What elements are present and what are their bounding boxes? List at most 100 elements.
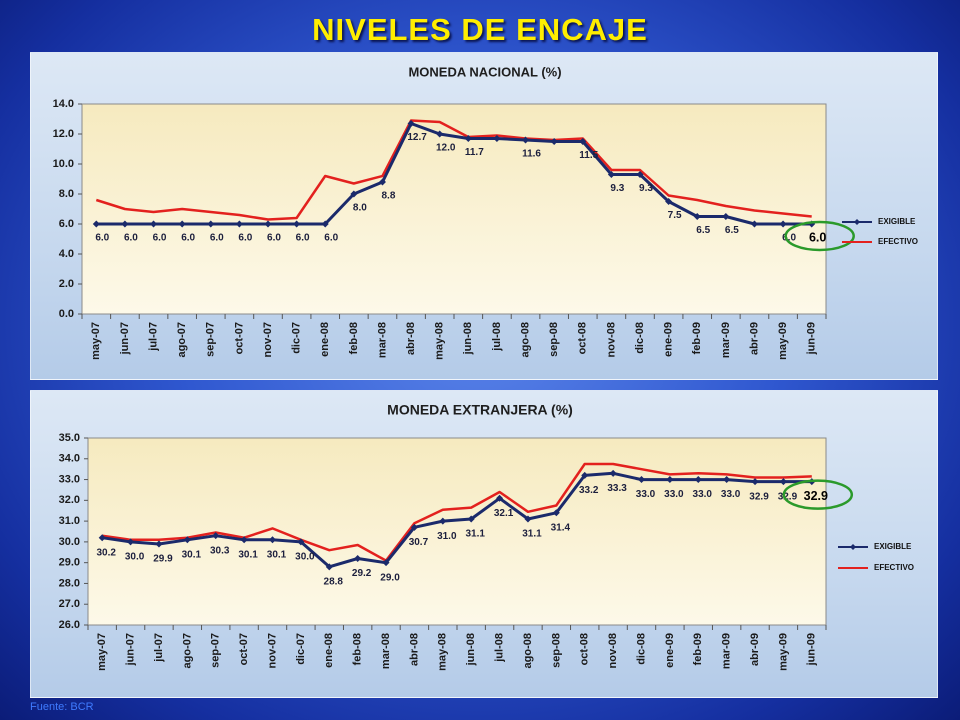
x-tick-label: may-08: [434, 322, 446, 360]
data-label: 32.1: [494, 508, 514, 519]
data-label: 6.0: [324, 233, 338, 244]
x-tick-label: sep-07: [210, 633, 222, 668]
chart-moneda-nacional: MONEDA NACIONAL (%) 0.0 2.0 4.0 6.0 8.0 10.0 12…: [53, 64, 918, 360]
data-label: 30.0: [295, 552, 315, 563]
x-tick-label: may-07: [90, 322, 102, 360]
x-tick-label: feb-09: [691, 322, 703, 354]
data-point-marker: [722, 213, 730, 220]
data-label: 32.9: [749, 491, 769, 502]
data-label: 33.2: [579, 485, 599, 496]
data-point-marker: [666, 476, 674, 484]
data-point-marker: [694, 476, 702, 484]
data-label: 8.0: [353, 203, 367, 214]
data-point-marker: [779, 220, 787, 228]
x-tick-label: abr-09: [748, 322, 760, 355]
plot-area: [87, 437, 827, 626]
data-label: 29.9: [153, 554, 173, 565]
y-tick-label: 29.0: [59, 557, 80, 569]
x-tick-label: nov-08: [605, 322, 617, 357]
y-tick-label: 2.0: [59, 278, 74, 290]
data-point-marker: [264, 220, 272, 228]
x-tick-label: dic-07: [291, 322, 303, 354]
data-label: 30.1: [182, 549, 202, 560]
x-tick-label: dic-08: [634, 322, 646, 354]
x-tick-label: sep-08: [548, 322, 560, 357]
x-tick-label: ene-08: [319, 322, 331, 357]
data-label: 33.0: [664, 489, 684, 500]
x-tick-label: oct-08: [579, 633, 591, 665]
x-tick-label: jul-07: [147, 322, 159, 352]
x-tick-label: jun-08: [465, 633, 477, 666]
data-point-marker: [240, 536, 248, 544]
data-label: 8.8: [382, 191, 396, 202]
data-label: 33.3: [607, 483, 627, 494]
series-line-efectivo: [102, 462, 812, 562]
chart-panel-moneda-nacional: MONEDA NACIONAL (%) 0.0 2.0 4.0 6.0 8.0 10.0 12…: [30, 52, 938, 380]
data-label: 30.2: [96, 547, 116, 558]
data-label: 30.1: [267, 549, 287, 560]
highlight-ring: [782, 479, 854, 510]
data-label: 6.0: [267, 233, 281, 244]
y-tick-label: 12.0: [53, 128, 74, 140]
data-point-marker: [98, 534, 106, 542]
plot-area: [81, 103, 827, 315]
x-tick-label: jun-08: [462, 322, 474, 355]
y-tick-label: 8.0: [59, 188, 74, 200]
y-tick-label: 33.0: [59, 473, 80, 485]
data-point-marker: [410, 523, 418, 531]
data-point-marker: [665, 198, 673, 205]
data-point-marker: [297, 538, 305, 546]
x-tick-label: jun-07: [124, 633, 136, 666]
x-tick-label: jul-07: [153, 633, 165, 663]
data-label: 31.1: [522, 529, 542, 540]
data-label: 31.1: [465, 529, 485, 540]
data-point-marker: [293, 220, 301, 228]
data-point-marker: [207, 220, 215, 228]
data-point-marker: [638, 476, 645, 484]
y-tick-label: 26.0: [59, 619, 80, 631]
x-tick-label: ago-07: [176, 322, 188, 357]
data-point-marker: [436, 130, 444, 138]
y-tick-label: 35.0: [59, 432, 80, 444]
y-tick-label: 34.0: [59, 453, 80, 465]
legend-label-exigible: EXIGIBLE: [874, 542, 912, 551]
highlighted-data-label: 32.9: [804, 489, 828, 503]
data-point-marker: [693, 213, 701, 220]
data-label: 6.0: [210, 233, 224, 244]
data-label: 6.0: [296, 233, 310, 244]
data-point-marker: [378, 178, 386, 186]
data-point-marker: [235, 220, 243, 228]
x-tick-label: oct-07: [233, 322, 245, 354]
x-tick-label: may-08: [437, 633, 449, 671]
data-point-marker: [636, 171, 644, 178]
data-point-marker: [750, 220, 758, 228]
data-label: 33.0: [636, 489, 656, 500]
series-line-exigible: [101, 471, 812, 569]
data-point-marker: [779, 478, 787, 486]
data-label: 9.3: [639, 183, 653, 194]
data-point-marker: [269, 536, 276, 544]
slide-title: NIVELES DE ENCAJE: [312, 12, 648, 47]
y-tick-label: 0.0: [59, 308, 74, 320]
legend-label-exigible: EXIGIBLE: [878, 217, 916, 226]
data-point-marker: [524, 515, 532, 523]
data-point-marker: [607, 171, 615, 178]
data-label: 12.7: [407, 132, 427, 143]
legend-marker: [854, 219, 860, 225]
data-point-marker: [493, 135, 501, 142]
x-tick-label: jul-08: [491, 322, 503, 352]
x-tick-label: ene-09: [663, 322, 675, 357]
x-tick-label: ago-08: [519, 322, 531, 357]
x-tick-label: may-07: [96, 633, 108, 671]
data-label: 30.7: [409, 537, 429, 548]
x-tick-label: may-09: [777, 633, 789, 671]
data-point-marker: [155, 540, 163, 548]
y-tick-label: 6.0: [59, 218, 74, 230]
data-point-marker: [325, 563, 333, 571]
data-label: 6.0: [153, 233, 167, 244]
legend-label-efectivo: EFECTIVO: [874, 563, 914, 572]
x-tick-label: sep-07: [205, 322, 217, 357]
data-label: 7.5: [668, 210, 682, 221]
x-tick-label: ene-09: [664, 633, 676, 668]
